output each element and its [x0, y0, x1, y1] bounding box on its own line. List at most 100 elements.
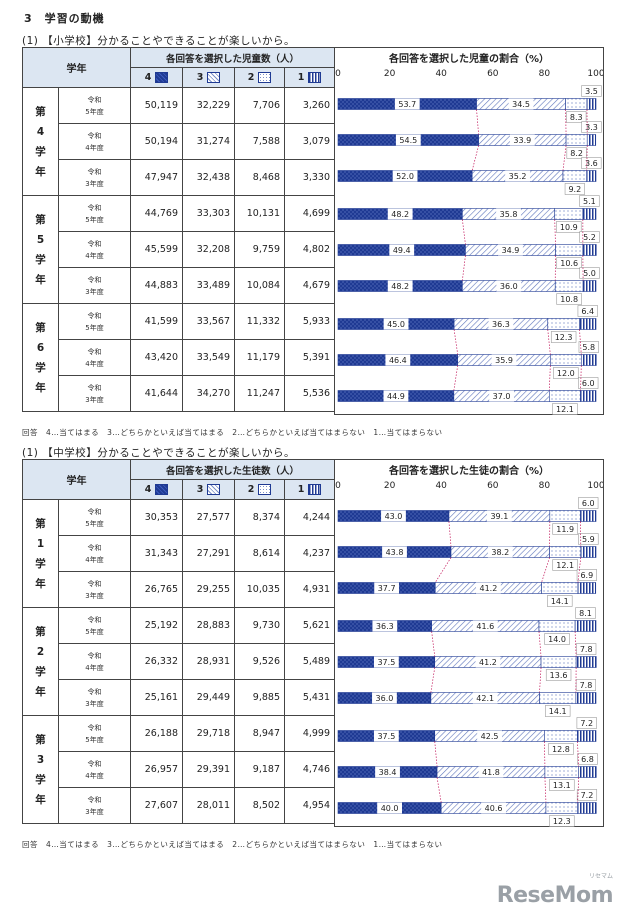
count-cell: 29,449	[182, 679, 235, 716]
data-label-bg	[374, 582, 400, 594]
data-label: 53.7	[398, 100, 416, 109]
grade-char: 1	[36, 537, 45, 550]
data-label-bg	[491, 354, 517, 366]
bar-segment-1	[580, 390, 597, 402]
data-label: 41.2	[479, 658, 497, 667]
bar-segment-1	[577, 730, 597, 742]
bar-segment-2	[565, 134, 588, 146]
year-era: 令和	[87, 687, 102, 696]
chart-frame	[334, 47, 604, 415]
legend-swatch-icon	[308, 484, 322, 495]
count-cell: 10,084	[234, 267, 285, 304]
data-label: 8.3	[570, 113, 583, 122]
legend-number: 2	[247, 484, 255, 495]
connector-line	[430, 667, 436, 693]
bar-segment-1	[579, 318, 597, 330]
legend-swatch-icon	[155, 72, 169, 83]
data-label: 49.4	[393, 246, 411, 255]
axis-tick-label: 40	[435, 481, 447, 491]
data-label-bg	[556, 257, 582, 269]
grade-char: 学	[35, 361, 46, 374]
connector-line	[471, 145, 479, 171]
year-era: 令和	[87, 95, 102, 104]
grade-header: 学年	[22, 47, 131, 88]
count-cell: 3,079	[283, 123, 336, 160]
table-row: 第 4 学年 令和 5年度 50,119 32,229 7,706 3,260	[22, 87, 336, 196]
data-label: 40.0	[381, 804, 399, 813]
year-label: 5年度	[85, 735, 104, 744]
data-label: 10.9	[560, 223, 578, 232]
stacked-bar-chart: 43.0 39.1 11.9 6.0 43.8 38.2 12.1 5.9 37.7 41.2 14…	[337, 497, 599, 827]
data-label-bg	[387, 208, 413, 220]
year-cell: 令和 4年度	[58, 535, 131, 572]
bar-segment-2	[541, 582, 579, 594]
data-label-bg	[498, 244, 523, 256]
bar-segment-1	[586, 134, 597, 146]
data-label-bg	[545, 705, 571, 717]
grade-char: 第	[35, 213, 46, 226]
count-header: 各回答を選択した生徒数（人）	[129, 459, 336, 480]
data-label-bg	[508, 98, 534, 110]
count-cell: 29,718	[182, 715, 235, 752]
data-label: 12.0	[557, 369, 575, 378]
legend-number: 4	[144, 484, 152, 495]
data-label: 41.8	[482, 768, 500, 777]
data-label-bg	[392, 170, 418, 182]
year-cell: 令和 5年度	[58, 715, 131, 752]
data-label-bg	[553, 367, 579, 379]
connector-line	[538, 631, 542, 657]
count-cell: 5,536	[283, 375, 336, 412]
year-label: 4年度	[85, 771, 104, 780]
count-cell: 5,621	[283, 607, 336, 644]
data-label-bg	[576, 643, 597, 655]
table-row: 令和 3年度 47,947 32,438 8,468 3,330	[23, 159, 336, 196]
connector-line	[434, 741, 438, 767]
grade-char: 第	[35, 733, 46, 746]
connector-line	[448, 521, 452, 547]
legend-number: 1	[297, 484, 305, 495]
year-label: 5年度	[85, 323, 104, 332]
data-label: 6.9	[580, 571, 593, 580]
grade-char: 学	[35, 557, 46, 570]
axis-tick-label: 0	[335, 481, 341, 491]
legend-swatch-icon	[308, 72, 322, 83]
year-era: 令和	[87, 507, 102, 516]
data-label-bg	[552, 559, 578, 571]
data-label-bg	[550, 331, 577, 343]
data-label-bg	[373, 656, 399, 668]
count-cell: 26,188	[130, 715, 183, 752]
data-label: 43.0	[385, 512, 403, 521]
legend-number: 3	[196, 484, 204, 495]
year-label: 5年度	[85, 627, 104, 636]
data-label-bg	[475, 656, 501, 668]
connector-line	[462, 219, 466, 245]
data-label: 38.2	[491, 548, 509, 557]
count-cell: 33,489	[182, 267, 235, 304]
year-cell: 令和 3年度	[58, 159, 131, 196]
year-era: 令和	[87, 275, 102, 284]
connector-line	[544, 741, 546, 767]
legend-swatch-icon	[207, 72, 221, 83]
data-label-bg	[372, 620, 398, 632]
legend-number: 3	[196, 72, 204, 83]
count-cell: 3,330	[283, 159, 336, 196]
grade-char: 学	[35, 145, 46, 158]
data-label-bg	[576, 789, 598, 801]
table-row: 令和 4年度 26,332 28,931 9,526 5,489	[23, 643, 336, 680]
bar-segment-2	[562, 170, 588, 182]
bar-segment-2	[555, 244, 584, 256]
count-cell: 30,353	[130, 499, 183, 536]
data-label: 10.8	[560, 295, 578, 304]
count-cell: 44,883	[130, 267, 183, 304]
data-label: 9.2	[568, 185, 581, 194]
data-label: 37.0	[493, 392, 511, 401]
data-label: 13.1	[553, 781, 571, 790]
count-cell: 8,468	[234, 159, 285, 196]
data-label: 7.8	[580, 645, 593, 654]
connector-line	[577, 777, 580, 803]
legend-swatch-icon	[258, 484, 272, 495]
year-era: 令和	[87, 311, 102, 320]
data-label: 5.8	[582, 343, 595, 352]
data-label-bg	[487, 546, 513, 558]
year-cell: 令和 3年度	[58, 787, 131, 824]
